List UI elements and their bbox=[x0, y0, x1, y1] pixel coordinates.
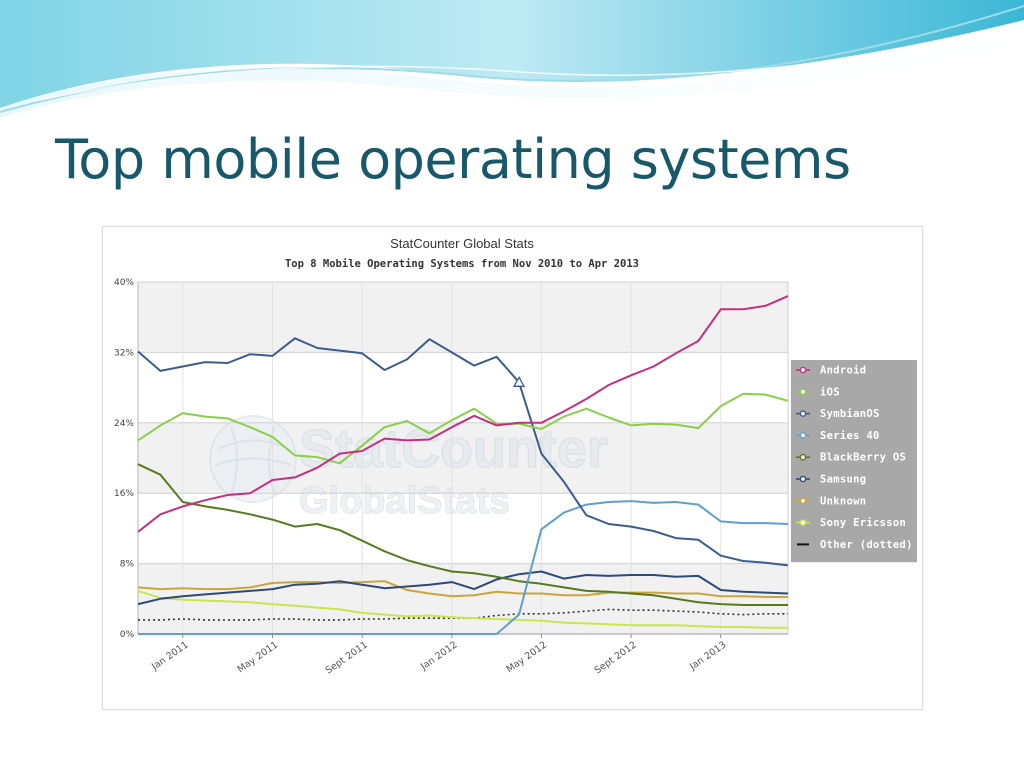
y-tick-label: 24% bbox=[114, 419, 134, 429]
watermark-line1: StatCounter bbox=[299, 419, 608, 479]
legend-item-sony-ericsson[interactable]: Sony Ericsson bbox=[796, 517, 906, 529]
line-chart: StatCounter Global Stats Top 8 Mobile Op… bbox=[114, 236, 917, 676]
y-tick-label: 0% bbox=[120, 630, 135, 640]
legend-label: Series 40 bbox=[820, 430, 880, 442]
legend-item-series-40[interactable]: Series 40 bbox=[796, 430, 880, 442]
series-line-sony-ericsson bbox=[137, 589, 788, 629]
series-line-symbianos bbox=[137, 337, 789, 567]
series-marker-triangle bbox=[512, 375, 526, 387]
legend-item-samsung[interactable]: Samsung bbox=[796, 474, 866, 486]
x-tick-label: Sept 2011 bbox=[324, 639, 370, 676]
slide-title: Top mobile operating systems bbox=[55, 128, 851, 191]
legend-marker bbox=[799, 519, 807, 526]
legend-item-blackberry-os[interactable]: BlackBerry OS bbox=[796, 452, 906, 464]
legend-label: iOS bbox=[820, 386, 840, 398]
x-tick-label: Jan 2011 bbox=[149, 639, 190, 673]
legend-item-unknown[interactable]: Unknown bbox=[796, 495, 866, 507]
series-line-series-40 bbox=[138, 500, 789, 635]
legend-label: Android bbox=[820, 365, 866, 377]
legend-marker bbox=[799, 432, 807, 439]
legend-marker bbox=[799, 388, 807, 396]
legend-item-ios[interactable]: iOS bbox=[796, 386, 840, 398]
legend-label: BlackBerry OS bbox=[820, 452, 906, 464]
legend-marker bbox=[799, 475, 807, 483]
y-tick-label: 32% bbox=[114, 348, 134, 358]
x-tick-label: Sept 2012 bbox=[593, 639, 639, 676]
watermark-logo: StatCounter GlobalStats bbox=[209, 415, 609, 523]
watermark-line2: GlobalStats bbox=[299, 480, 510, 522]
legend-label: Unknown bbox=[820, 495, 866, 507]
x-tick-label: May 2012 bbox=[504, 639, 549, 675]
legend-label: Samsung bbox=[820, 474, 866, 486]
legend-item-android[interactable]: Android bbox=[796, 365, 866, 377]
legend-label: Sony Ericsson bbox=[820, 517, 906, 529]
series-line-android bbox=[137, 295, 789, 533]
series-line-unknown bbox=[137, 580, 788, 598]
series-line-blackberry-os bbox=[137, 463, 788, 606]
legend-label: SymbianOS bbox=[820, 408, 880, 420]
legend-marker bbox=[799, 366, 807, 374]
chart-subtitle: Top 8 Mobile Operating Systems from Nov … bbox=[285, 258, 639, 270]
y-tick-label: 8% bbox=[120, 560, 135, 570]
x-tick-label: May 2011 bbox=[236, 639, 281, 675]
chart-frame: StatCounter Global Stats Top 8 Mobile Op… bbox=[102, 226, 923, 710]
legend-item-other-dotted[interactable]: Other (dotted) bbox=[797, 539, 913, 551]
y-tick-label: 40% bbox=[114, 278, 134, 288]
legend-background bbox=[791, 360, 917, 563]
series-line-samsung bbox=[137, 570, 789, 606]
x-tick-label: Jan 2013 bbox=[687, 639, 728, 673]
legend-item-symbianos[interactable]: SymbianOS bbox=[796, 408, 880, 420]
legend-marker bbox=[799, 497, 807, 505]
legend-marker bbox=[799, 410, 807, 417]
series-line-ios bbox=[137, 392, 789, 465]
y-tick-label: 16% bbox=[114, 489, 134, 499]
x-tick-label: Jan 2012 bbox=[418, 639, 459, 673]
legend-marker bbox=[799, 453, 807, 461]
legend-label: Other (dotted) bbox=[820, 539, 913, 551]
chart-legend: Android iOS SymbianOS Series 40 BlackBerry O… bbox=[791, 360, 917, 563]
chart-title: StatCounter Global Stats bbox=[390, 236, 534, 251]
header-swoosh bbox=[0, 0, 1024, 118]
